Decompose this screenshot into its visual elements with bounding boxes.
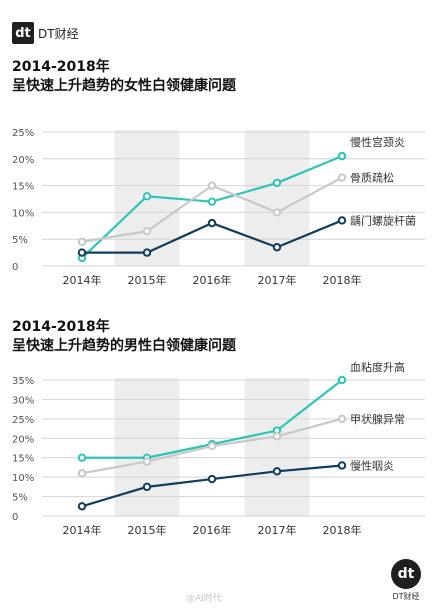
chart1-series-label: 慢性宫颈炎: [350, 135, 405, 149]
chart1-data-point: [337, 151, 347, 161]
chart1-data-point: [77, 237, 87, 247]
chart2-xtick-label: 2017年: [258, 523, 297, 537]
chart2-data-point: [142, 457, 152, 466]
chart2-data-point: [272, 432, 282, 441]
chart1-data-point: [337, 216, 347, 225]
watermark-text: @AI时代: [186, 594, 222, 604]
chart1-data-point: [337, 173, 347, 182]
chart1-xtick-label: 2014年: [63, 273, 102, 287]
chart2-xtick-label: 2016年: [193, 523, 232, 537]
dt-footer-logo-icon: dt: [391, 559, 421, 589]
chart2-data-point: [272, 467, 282, 476]
chart1-data-point: [77, 248, 87, 257]
chart1-data-point: [272, 178, 282, 188]
chart2-data-point: [142, 482, 152, 492]
chart2-ytick-label: 35%: [12, 376, 34, 387]
chart2-xtick-label: 2014年: [63, 523, 102, 537]
chart1-xtick-label: 2016年: [193, 273, 232, 287]
chart2-data-point: [207, 474, 217, 484]
chart1-ytick-label: 10%: [12, 208, 34, 219]
footer-caption: DT财经: [392, 592, 420, 601]
chart2-shaded-band: [114, 378, 180, 516]
footer-logo: dt DT财经: [388, 559, 424, 602]
chart2-ytick-label: 25%: [12, 415, 34, 426]
chart2-title: 2014-2018年: [12, 319, 110, 335]
chart1-ytick-label: 15%: [12, 182, 34, 193]
chart1-data-point: [207, 197, 217, 206]
chart1-data-point: [207, 181, 217, 190]
chart1-data-point: [272, 243, 282, 252]
chart2-shaded-band: [244, 378, 310, 516]
female-health-line-chart: 0 5% 10% 15% 20% 25% 2014年 2015年 2016年 2017年 2018年…: [12, 128, 425, 287]
chart2-data-point: [337, 375, 347, 385]
chart1-xtick-label: 2018年: [323, 273, 362, 287]
chart2-ytick-label: 20%: [12, 434, 34, 445]
chart2-subtitle: 呈快速上升趋势的男性白领健康问题: [12, 338, 236, 354]
chart1-series-label: 骨质疏松: [350, 171, 394, 185]
chart1-data-point: [142, 248, 152, 257]
chart1-ytick-label: 25%: [12, 128, 34, 139]
chart2-ytick-label: 5%: [12, 493, 28, 504]
male-health-line-chart: 0 5% 10% 15% 20% 25% 30% 35% 2014年 2015年 2016年 2017…: [12, 360, 425, 537]
chart2-series-label: 血粘度升高: [350, 360, 405, 374]
chart1-data-point: [272, 208, 282, 217]
chart1-data-point: [142, 226, 152, 236]
chart2-data-point: [207, 441, 217, 451]
chart2-data-point: [77, 502, 87, 511]
chart2-data-point: [77, 469, 87, 478]
chart2-xtick-label: 2018年: [323, 523, 362, 537]
chart2-series-label: 甲状腺异常: [350, 412, 405, 426]
brand-header: dt DT财经: [12, 22, 79, 44]
chart1-ytick-label: 20%: [12, 155, 34, 166]
chart1-data-point: [207, 218, 217, 228]
chart1-ytick-label: 0: [12, 262, 18, 273]
chart2-data-point: [337, 461, 347, 470]
chart2-series-label: 慢性咽炎: [350, 458, 394, 472]
chart2-ytick-label: 10%: [12, 473, 34, 484]
chart2-ytick-label: 15%: [12, 454, 34, 465]
chart1-data-point: [142, 192, 152, 201]
chart2-ytick-label: 30%: [12, 395, 34, 406]
chart1-heading: 2014-2018年 呈快速上升趋势的女性白领健康问题: [12, 58, 236, 96]
chart2-heading: 2014-2018年 呈快速上升趋势的男性白领健康问题: [12, 318, 236, 356]
chart1-xtick-label: 2015年: [128, 273, 167, 287]
chart1-subtitle: 呈快速上升趋势的女性白领健康问题: [12, 78, 236, 94]
chart1-series-label: 龋门螺旋杆菌: [350, 213, 416, 227]
chart1-xtick-label: 2017年: [258, 273, 297, 287]
chart2-data-point: [337, 414, 347, 424]
brand-name: DT财经: [38, 26, 79, 41]
chart2-data-point: [77, 453, 87, 462]
chart2-ytick-label: 0: [12, 512, 18, 523]
chart2-xtick-label: 2015年: [128, 523, 167, 537]
chart1-title: 2014-2018年: [12, 59, 110, 75]
chart1-ytick-label: 5%: [12, 235, 28, 246]
dt-logo-icon: dt: [12, 22, 34, 44]
